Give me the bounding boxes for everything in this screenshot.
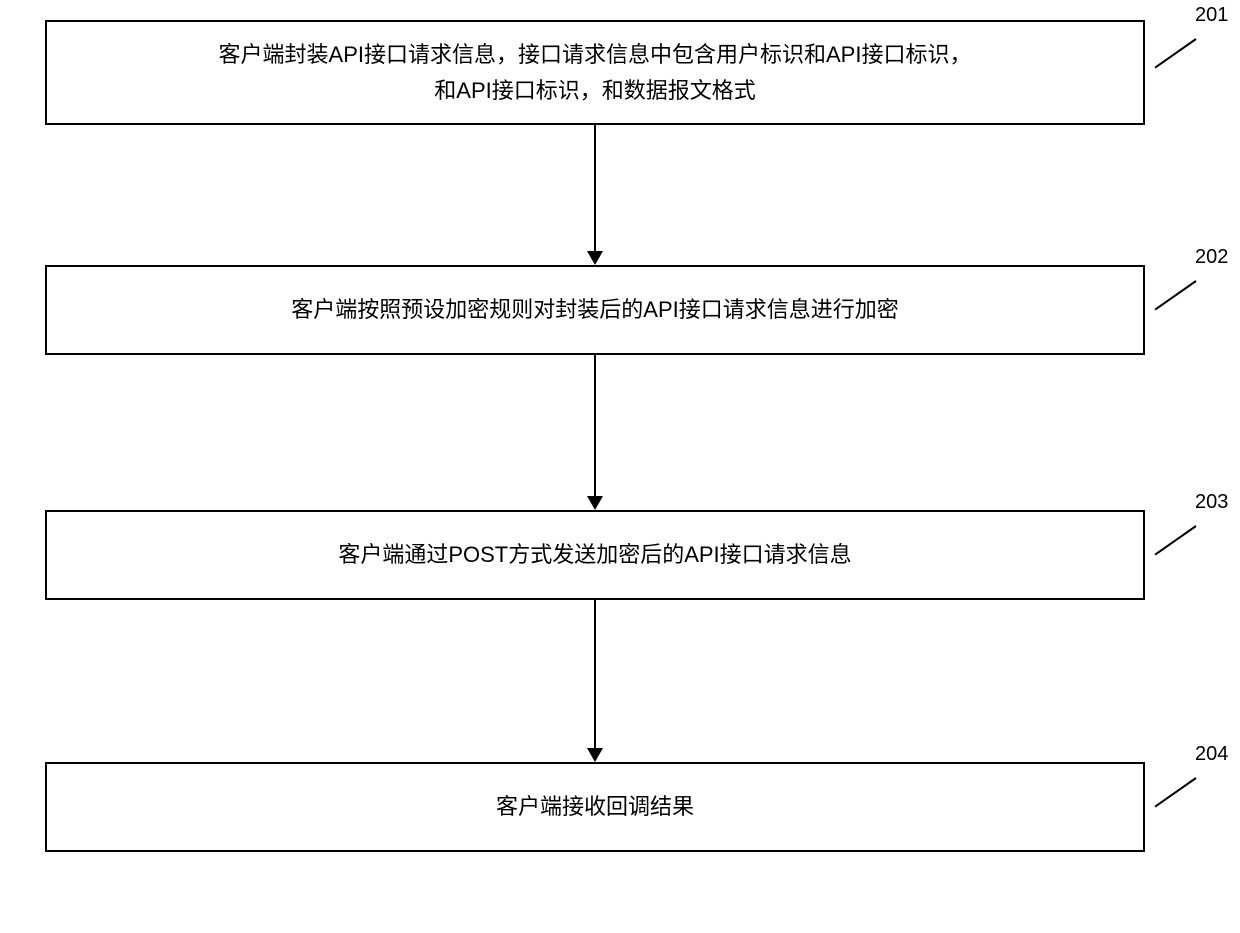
- label-connector: [1154, 525, 1196, 555]
- label-203: 203: [1195, 491, 1228, 514]
- flow-step-204: 客户端接收回调结果: [45, 762, 1145, 852]
- label-connector: [1154, 280, 1196, 310]
- text-line: 客户端封装API接口请求信息，接口请求信息中包含用户标识和API接口标识，: [219, 37, 972, 72]
- flow-step-201: 客户端封装API接口请求信息，接口请求信息中包含用户标识和API接口标识， 和A…: [45, 20, 1145, 125]
- label-204: 204: [1195, 743, 1228, 766]
- flow-step-204-text: 客户端接收回调结果: [496, 789, 694, 824]
- arrow-connector: [594, 600, 596, 748]
- text-line: 和API接口标识，和数据报文格式: [219, 73, 972, 108]
- label-201: 201: [1195, 4, 1228, 27]
- label-connector: [1154, 777, 1196, 807]
- arrow-head: [587, 748, 603, 762]
- flow-step-202: 客户端按照预设加密规则对封装后的API接口请求信息进行加密: [45, 265, 1145, 355]
- flow-step-203-text: 客户端通过POST方式发送加密后的API接口请求信息: [338, 537, 851, 572]
- text-line: 客户端按照预设加密规则对封装后的API接口请求信息进行加密: [291, 292, 898, 327]
- label-202: 202: [1195, 246, 1228, 269]
- arrow-connector: [594, 355, 596, 496]
- arrow-head: [587, 251, 603, 265]
- text-line: 客户端接收回调结果: [496, 789, 694, 824]
- flow-step-203: 客户端通过POST方式发送加密后的API接口请求信息: [45, 510, 1145, 600]
- flow-step-202-text: 客户端按照预设加密规则对封装后的API接口请求信息进行加密: [291, 292, 898, 327]
- arrow-connector: [594, 125, 596, 251]
- arrow-head: [587, 496, 603, 510]
- label-connector: [1154, 38, 1196, 68]
- text-line: 客户端通过POST方式发送加密后的API接口请求信息: [338, 537, 851, 572]
- flow-step-201-text: 客户端封装API接口请求信息，接口请求信息中包含用户标识和API接口标识， 和A…: [219, 37, 972, 107]
